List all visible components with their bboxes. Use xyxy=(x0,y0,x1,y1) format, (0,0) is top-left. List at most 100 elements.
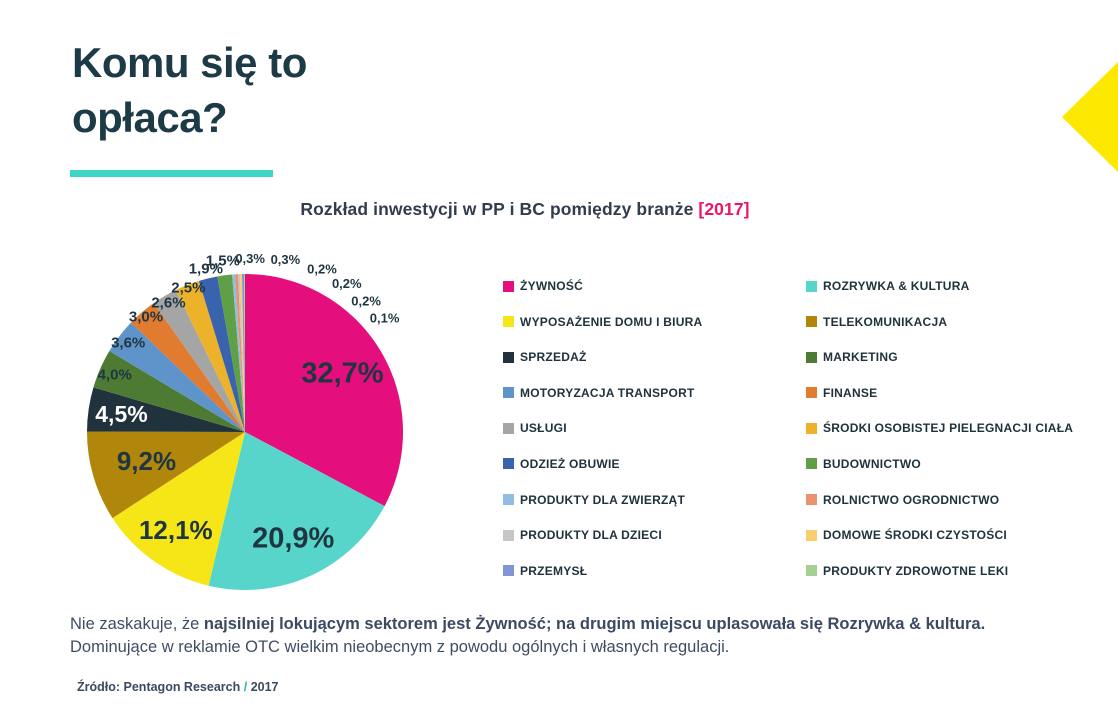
pie-slice xyxy=(153,289,245,432)
pie-label: 0,2% xyxy=(307,262,337,277)
accent-bar xyxy=(70,170,273,177)
legend-item: ROZRYWKA & KULTURA xyxy=(806,279,1073,293)
pie-slice xyxy=(93,350,245,432)
pie-label: 1,5% xyxy=(206,253,240,270)
legend-swatch xyxy=(806,316,817,328)
pie-label: 32,7% xyxy=(301,357,383,389)
legend-item: TELEKOMUNIKACJA xyxy=(806,315,1073,329)
pie-slice xyxy=(240,274,245,432)
legend-item: WYPOSAŻENIE DOMU I BIURA xyxy=(503,315,702,329)
pie-slice xyxy=(232,274,245,432)
legend-label: ŻYWNOŚĆ xyxy=(520,279,584,293)
legend-swatch xyxy=(806,494,817,506)
pie-label: 0,2% xyxy=(351,293,381,308)
summary-line2: Dominujące w reklamie OTC wielkim nieobe… xyxy=(70,637,730,656)
legend-item: ODZIEŻ OBUWIE xyxy=(503,457,702,471)
legend-item: MOTORYZACJA TRANSPORT xyxy=(503,386,702,400)
legend-swatch xyxy=(503,316,514,328)
legend-item: ŚRODKI OSOBISTEJ PIELEGNACJI CIAŁA xyxy=(806,421,1073,435)
legend-label: MARKETING xyxy=(823,350,898,365)
legend-column-right: ROZRYWKA & KULTURA TELEKOMUNIKACJA MARKETI… xyxy=(806,279,1073,599)
source-year: 2017 xyxy=(250,680,279,694)
pie-label: 9,2% xyxy=(117,446,176,476)
legend-swatch xyxy=(503,565,514,577)
legend-swatch xyxy=(503,351,514,363)
pie-slice xyxy=(208,432,385,590)
legend-swatch xyxy=(503,422,514,434)
legend-label: ROLNICTWO OGRODNICTWO xyxy=(823,492,1000,507)
pie-label: 0,3% xyxy=(235,251,265,266)
legend-swatch xyxy=(806,387,817,399)
pie-label: 1,9% xyxy=(189,261,223,278)
legend-item: PRZEMYSŁ xyxy=(503,564,702,578)
legend-item: ROLNICTWO OGRODNICTWO xyxy=(806,493,1073,507)
pie-slice xyxy=(242,274,245,432)
yellow-arrow-icon xyxy=(1062,62,1118,172)
legend-label: DOMOWE ŚRODKI CZYSTOŚCI xyxy=(823,528,1007,543)
legend-label: ROZRYWKA & KULTURA xyxy=(823,279,970,293)
pie-slice xyxy=(131,303,245,432)
legend-label: WYPOSAŻENIE DOMU I BIURA xyxy=(520,314,703,329)
source-line: Źródło: Pentagon Research / 2017 xyxy=(77,680,279,694)
legend-label: ODZIEŻ OBUWIE xyxy=(520,456,620,471)
pie-chart: 32,7% 20,9% 12,1% 9,2% 4,5% 4,0% 3,6% 3,0%2,6%2… xyxy=(87,251,403,590)
pie-slice xyxy=(244,274,245,432)
legend-swatch xyxy=(806,351,817,363)
legend-swatch xyxy=(503,494,514,506)
legend-label: BUDOWNICTWO xyxy=(823,456,921,471)
pie-slice xyxy=(109,322,245,432)
legend-label: PRODUKTY DLA ZWIERZĄT xyxy=(520,492,686,507)
legend-item: ŻYWNOŚĆ xyxy=(503,279,702,293)
legend-item: USŁUGI xyxy=(503,421,702,435)
pie-label: 3,6% xyxy=(111,334,145,351)
legend-label: SPRZEDAŻ xyxy=(520,350,587,365)
source-separator: / xyxy=(243,680,248,694)
legend-item: SPRZEDAŻ xyxy=(503,350,702,364)
legend-swatch xyxy=(503,280,514,292)
pie-slice xyxy=(112,432,245,586)
pie-label: 4,5% xyxy=(95,401,147,427)
pie-label: 4,0% xyxy=(98,367,132,384)
legend-item: PRODUKTY ZDROWOTNE LEKI xyxy=(806,564,1073,578)
legend-label: USŁUGI xyxy=(520,421,567,436)
chart-title-year: [2017] xyxy=(698,199,750,219)
pie-label: 0,2% xyxy=(332,276,362,291)
page-title: Komu się to opłaca? xyxy=(72,39,307,141)
legend-label: FINANSE xyxy=(823,385,878,400)
pie-slice xyxy=(217,274,245,432)
source-label: Źródło: Pentagon Research xyxy=(77,680,241,694)
legend-label: PRODUKTY DLA DZIECI xyxy=(520,528,662,543)
legend-swatch xyxy=(806,422,817,434)
pie-slice xyxy=(245,274,403,507)
pie-label: 2,5% xyxy=(171,279,205,296)
chart-title: Rozkład inwestycji w PP i BC pomiędzy br… xyxy=(60,199,990,220)
pie-slice xyxy=(238,274,245,432)
pie-label: 20,9% xyxy=(252,523,334,555)
legend-item: FINANSE xyxy=(806,386,1073,400)
legend-swatch xyxy=(806,280,817,292)
legend-column-left: ŻYWNOŚĆ WYPOSAŻENIE DOMU I BIURA SPRZEDAŻ M… xyxy=(503,279,702,599)
pie-label: 3,0% xyxy=(129,309,163,326)
legend-label: MOTORYZACJA TRANSPORT xyxy=(520,385,695,400)
legend-swatch xyxy=(806,529,817,541)
pie-slice xyxy=(87,387,245,432)
legend-item: MARKETING xyxy=(806,350,1073,364)
legend-label: PRODUKTY ZDROWOTNE LEKI xyxy=(823,563,1009,578)
pie-slice xyxy=(198,276,245,432)
pie-slice xyxy=(87,431,245,519)
pie-label: 12,1% xyxy=(139,515,213,545)
legend-swatch xyxy=(806,458,817,470)
pie-label: 0,3% xyxy=(271,252,301,267)
legend-swatch xyxy=(503,458,514,470)
summary-text: Nie zaskakuje, że najsilniej lokującym s… xyxy=(70,613,1090,658)
legend-item: BUDOWNICTWO xyxy=(806,457,1073,471)
legend-item: DOMOWE ŚRODKI CZYSTOŚCI xyxy=(806,528,1073,542)
legend-item: PRODUKTY DLA ZWIERZĄT xyxy=(503,493,702,507)
chart-title-text: Rozkład inwestycji w PP i BC pomiędzy br… xyxy=(300,199,694,219)
legend-swatch xyxy=(806,565,817,577)
legend-swatch xyxy=(503,529,514,541)
legend-label: TELEKOMUNIKACJA xyxy=(823,314,948,329)
pie-label: 2,6% xyxy=(151,294,185,311)
legend-label: PRZEMYSŁ xyxy=(520,563,588,578)
